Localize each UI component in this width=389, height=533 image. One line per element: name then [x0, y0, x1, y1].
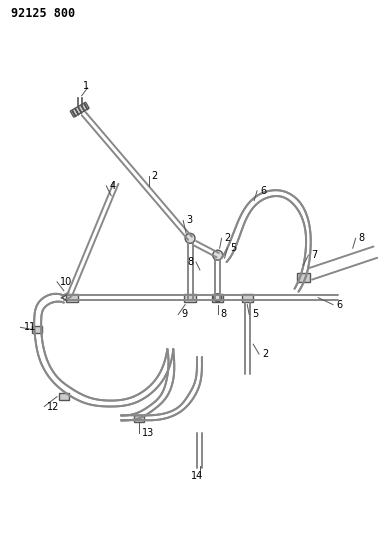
Text: 4: 4	[109, 181, 116, 191]
Text: 5: 5	[252, 310, 258, 319]
Bar	[242, 294, 253, 302]
Text: 6: 6	[336, 300, 342, 310]
Text: 11: 11	[23, 322, 36, 333]
Text: 7: 7	[311, 250, 317, 260]
Text: 8: 8	[359, 233, 365, 243]
Text: 92125 800: 92125 800	[11, 6, 75, 20]
Circle shape	[185, 233, 195, 243]
Circle shape	[214, 294, 222, 302]
Text: 2: 2	[224, 233, 231, 243]
FancyArrow shape	[84, 103, 88, 110]
Text: 6: 6	[260, 186, 266, 196]
FancyArrow shape	[81, 106, 85, 111]
Text: 5: 5	[230, 243, 237, 253]
Text: 9: 9	[181, 310, 187, 319]
Text: 1: 1	[82, 81, 89, 91]
Text: 8: 8	[221, 310, 227, 319]
Text: 2: 2	[262, 349, 268, 359]
Text: 2: 2	[152, 171, 158, 181]
Circle shape	[213, 250, 223, 260]
Text: 3: 3	[186, 215, 192, 225]
Text: 8: 8	[187, 257, 193, 267]
FancyArrow shape	[78, 107, 82, 114]
Text: 13: 13	[142, 428, 154, 438]
Bar	[70, 102, 89, 117]
Bar	[66, 294, 78, 302]
Text: 10: 10	[60, 277, 72, 287]
Bar	[184, 294, 196, 302]
Bar	[134, 415, 144, 422]
Bar	[59, 393, 69, 400]
Text: 14: 14	[191, 471, 203, 481]
Text: 12: 12	[47, 401, 60, 411]
Bar	[296, 273, 310, 282]
FancyArrow shape	[72, 110, 76, 117]
Bar	[212, 294, 223, 302]
Bar	[32, 326, 42, 333]
FancyArrow shape	[75, 109, 79, 115]
